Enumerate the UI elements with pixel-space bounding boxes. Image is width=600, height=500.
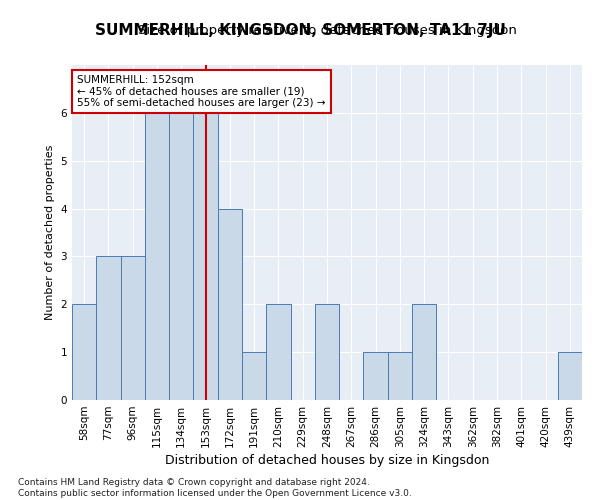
- Bar: [266, 304, 290, 400]
- Bar: [121, 256, 145, 400]
- Bar: [412, 304, 436, 400]
- Bar: [193, 113, 218, 400]
- Bar: [558, 352, 582, 400]
- Bar: [364, 352, 388, 400]
- Y-axis label: Number of detached properties: Number of detached properties: [45, 145, 55, 320]
- Bar: [242, 352, 266, 400]
- Bar: [96, 256, 121, 400]
- Bar: [315, 304, 339, 400]
- Bar: [145, 113, 169, 400]
- Title: Size of property relative to detached houses in Kingsdon: Size of property relative to detached ho…: [137, 24, 517, 38]
- Text: SUMMERHILL, KINGSDON, SOMERTON, TA11 7JU: SUMMERHILL, KINGSDON, SOMERTON, TA11 7JU: [95, 22, 505, 38]
- Bar: [388, 352, 412, 400]
- Text: Contains HM Land Registry data © Crown copyright and database right 2024.
Contai: Contains HM Land Registry data © Crown c…: [18, 478, 412, 498]
- Bar: [218, 208, 242, 400]
- Bar: [169, 113, 193, 400]
- X-axis label: Distribution of detached houses by size in Kingsdon: Distribution of detached houses by size …: [165, 454, 489, 467]
- Text: SUMMERHILL: 152sqm
← 45% of detached houses are smaller (19)
55% of semi-detache: SUMMERHILL: 152sqm ← 45% of detached hou…: [77, 75, 326, 108]
- Bar: [72, 304, 96, 400]
